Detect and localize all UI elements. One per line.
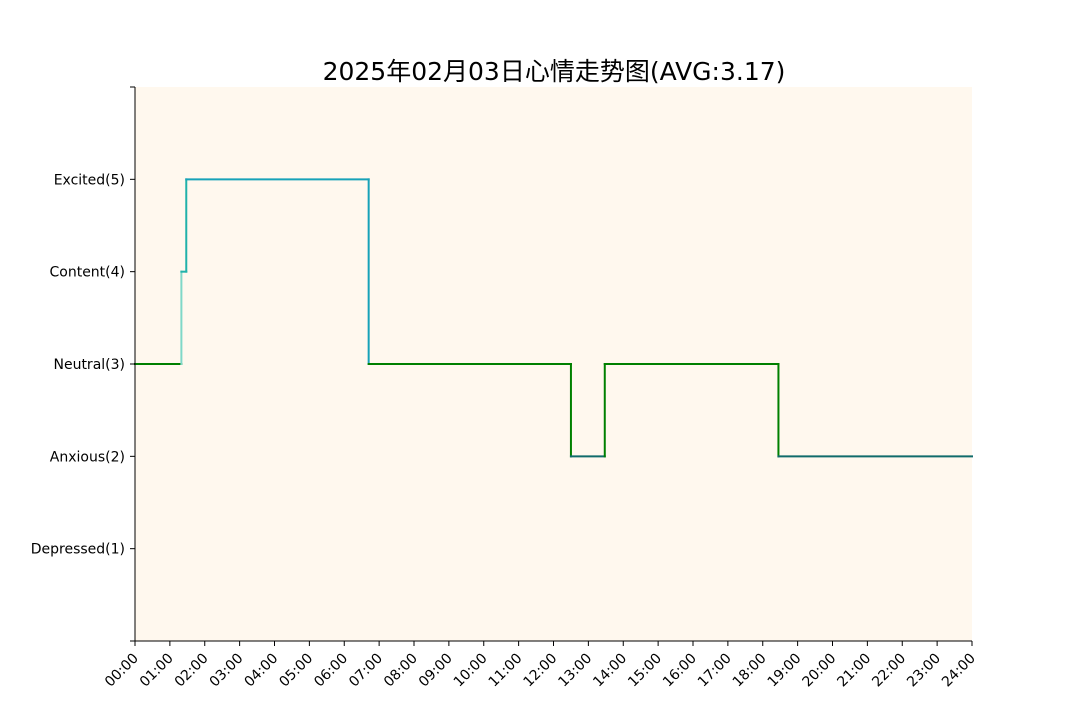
x-tick-label: 23:00 <box>904 651 944 691</box>
x-tick-label: 16:00 <box>660 651 700 691</box>
x-tick-label: 05:00 <box>276 651 316 691</box>
chart-title: 2025年02月03日心情走势图(AVG:3.17) <box>322 57 786 86</box>
x-tick-label: 08:00 <box>381 651 421 691</box>
x-tick-label: 02:00 <box>172 651 212 691</box>
x-tick-label: 19:00 <box>765 651 805 691</box>
x-tick-label: 21:00 <box>834 651 874 691</box>
x-tick-label: 22:00 <box>869 651 909 691</box>
mood-series <box>134 178 973 458</box>
x-tick-label: 15:00 <box>625 651 665 691</box>
x-tick-label: 11:00 <box>486 651 526 691</box>
x-tick-label: 17:00 <box>695 651 735 691</box>
y-tick-label: Content(4) <box>49 265 125 281</box>
x-tick-label: 14:00 <box>590 651 630 691</box>
x-tick-label: 13:00 <box>555 651 595 691</box>
x-tick-label: 01:00 <box>137 651 177 691</box>
x-tick-label: 04:00 <box>241 651 281 691</box>
x-tick-label: 12:00 <box>520 651 560 691</box>
y-tick-label: Anxious(2) <box>50 449 125 465</box>
x-tick-label: 10:00 <box>451 651 491 691</box>
x-tick-label: 06:00 <box>311 651 351 691</box>
x-tick-label: 00:00 <box>102 651 142 691</box>
x-tick-label: 03:00 <box>207 651 247 691</box>
y-tick-label: Excited(5) <box>54 172 125 188</box>
x-tick-label: 24:00 <box>939 651 979 691</box>
y-tick-label: Depressed(1) <box>31 542 125 558</box>
x-tick-label: 18:00 <box>730 651 770 691</box>
y-tick-label: Neutral(3) <box>53 357 125 373</box>
x-tick-label: 20:00 <box>799 651 839 691</box>
x-tick-label: 09:00 <box>416 651 456 691</box>
x-tick-label: 07:00 <box>346 651 386 691</box>
